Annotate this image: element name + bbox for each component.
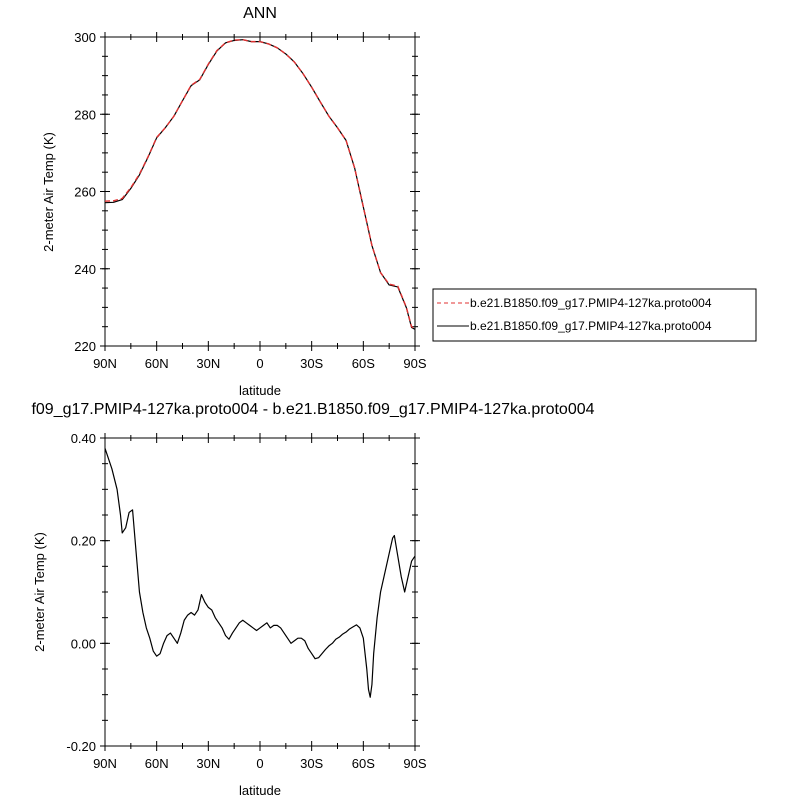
bottom-plot-frame: [104, 437, 416, 747]
legend-label: b.e21.B1850.f09_g17.PMIP4-127ka.proto004: [470, 319, 712, 333]
legend-label: b.e21.B1850.f09_g17.PMIP4-127ka.proto004: [470, 296, 712, 310]
top-chart: ANN 90N 60N 30N 0 30S 60S 90S 220240260280300 …: [41, 5, 757, 398]
series-line: [104, 39, 416, 330]
y-tick-label: 300: [74, 30, 96, 45]
top-series-lines: [104, 39, 416, 330]
y-tick-label: 260: [74, 185, 96, 200]
x-tick-label: 60S: [352, 356, 375, 371]
legend-entry-1: b.e21.B1850.f09_g17.PMIP4-127ka.proto004: [437, 296, 712, 310]
series-line: [104, 39, 416, 330]
top-y-ticks: 220 240 260 280 300: [74, 30, 420, 354]
legend-box: [432, 288, 757, 342]
x-tick-label: 30S: [300, 356, 323, 371]
bottom-y-ticks: -0.20 0.00 0.20 0.40: [66, 431, 420, 754]
top-chart-title: ANN: [243, 5, 277, 22]
x-tick-label: 30S: [300, 756, 323, 771]
x-tick-label: 0: [256, 756, 263, 771]
y-tick-label: 0.20: [71, 534, 96, 549]
top-y-axis-label: 2-meter Air Temp (K): [41, 132, 56, 252]
bottom-x-axis-label: latitude: [239, 783, 281, 798]
x-tick-label: 90N: [93, 756, 117, 771]
legend-entry-2: b.e21.B1850.f09_g17.PMIP4-127ka.proto004: [437, 319, 712, 333]
x-tick-label: 0: [256, 356, 263, 371]
x-tick-label: 60S: [352, 756, 375, 771]
x-tick-label: 30N: [196, 756, 220, 771]
y-tick-label: 0.40: [71, 431, 96, 446]
series-line: [104, 448, 416, 698]
y-tick-label: 0.00: [71, 636, 96, 651]
top-x-ticks: 90N 60N 30N 0 30S 60S 90S: [93, 32, 427, 371]
top-x-axis-label: latitude: [239, 383, 281, 398]
x-tick-label: 90S: [403, 356, 426, 371]
y-tick-label: 240: [74, 262, 96, 277]
bottom-chart: f09_g17.PMIP4-127ka.proto004 - b.e21.B18…: [31, 401, 594, 798]
bottom-x-ticks: 90N 60N 30N 0 30S 60S 90S: [93, 433, 427, 771]
y-tick-label: 280: [74, 107, 96, 122]
y-tick-label: -0.20: [66, 739, 96, 754]
x-tick-label: 30N: [196, 356, 220, 371]
bottom-chart-title: f09_g17.PMIP4-127ka.proto004 - b.e21.B18…: [31, 401, 594, 418]
legend: b.e21.B1850.f09_g17.PMIP4-127ka.proto004…: [432, 288, 757, 342]
x-tick-label: 60N: [145, 356, 169, 371]
bottom-y-axis-label: 2-meter Air Temp (K): [32, 532, 47, 652]
x-tick-label: 90S: [403, 756, 426, 771]
top-plot-frame: [104, 36, 416, 347]
x-tick-label: 60N: [145, 756, 169, 771]
x-tick-label: 90N: [93, 356, 117, 371]
bottom-series-lines: [104, 448, 416, 698]
y-tick-label: 220: [74, 339, 96, 354]
